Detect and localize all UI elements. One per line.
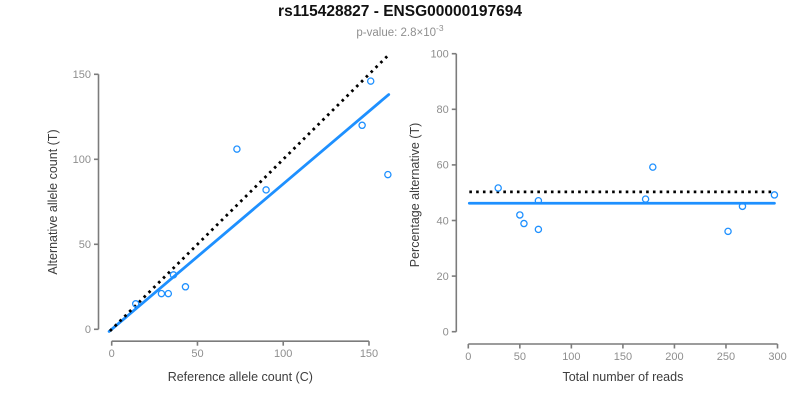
x-tick-label: 50 xyxy=(514,351,526,363)
data-point xyxy=(534,197,543,205)
y-tick-label: 100 xyxy=(430,49,448,61)
data-point xyxy=(233,145,241,153)
x-tick-label: 300 xyxy=(768,351,786,363)
percentage-vs-reads-x-label: Total number of reads xyxy=(562,370,683,384)
data-point xyxy=(169,271,178,279)
data-point xyxy=(164,289,173,298)
y-tick-label: 0 xyxy=(85,324,91,336)
data-point xyxy=(262,186,270,194)
x-tick-label: 150 xyxy=(360,348,378,360)
pvalue-subtitle: p-value: 2.8×10-3 xyxy=(0,23,800,39)
data-point xyxy=(358,121,366,130)
allele-counts-x-label: Reference allele count (C) xyxy=(168,370,313,384)
allele-counts-y-label: Alternative allele count (T) xyxy=(46,129,60,274)
allele-counts-plot: 0 50 100 150 0 50 100 150 Reference allele count… xyxy=(46,52,392,384)
x-tick-label: 0 xyxy=(465,351,471,363)
y-tick-label: 0 xyxy=(443,327,449,339)
pvalue-exponent: -3 xyxy=(436,23,444,33)
y-tick-label: 60 xyxy=(437,160,449,172)
data-point xyxy=(131,300,140,308)
y-tick-label: 50 xyxy=(79,239,91,251)
data-point xyxy=(181,283,190,291)
percentage-vs-reads-y-label: Percentage alternative (T) xyxy=(408,123,422,268)
fitted-line xyxy=(107,93,391,333)
x-tick-label: 100 xyxy=(562,351,580,363)
y-tick-label: 20 xyxy=(437,271,449,283)
data-point xyxy=(520,219,528,228)
data-point xyxy=(738,202,747,211)
x-tick-label: 0 xyxy=(109,348,115,360)
x-tick-label: 50 xyxy=(191,348,203,360)
data-point xyxy=(384,170,392,179)
x-tick-label: 150 xyxy=(614,351,632,363)
data-point xyxy=(157,289,166,298)
data-point xyxy=(516,211,524,219)
data-point xyxy=(770,191,779,199)
page-title: rs115428827 - ENSG00000197694 xyxy=(278,3,522,20)
y-tick-label: 150 xyxy=(73,69,91,81)
x-tick-label: 250 xyxy=(717,351,735,363)
y-tick-label: 40 xyxy=(437,215,449,227)
data-point xyxy=(534,225,543,234)
percentage-vs-reads-plot: 0 50 100 150 200 250 300 0 20 40 60 80 100 Total numb… xyxy=(408,49,787,385)
y-tick-label: 80 xyxy=(437,104,449,116)
data-point xyxy=(494,184,502,192)
data-point xyxy=(724,227,732,236)
y-tick-label: 100 xyxy=(73,154,91,166)
x-tick-label: 100 xyxy=(274,348,292,360)
data-point xyxy=(641,195,650,203)
x-tick-label: 200 xyxy=(665,351,683,363)
identity-line xyxy=(108,52,391,332)
data-point xyxy=(649,163,657,171)
data-point xyxy=(366,77,375,85)
pvalue-text: p-value: 2.8×10 xyxy=(356,26,437,39)
